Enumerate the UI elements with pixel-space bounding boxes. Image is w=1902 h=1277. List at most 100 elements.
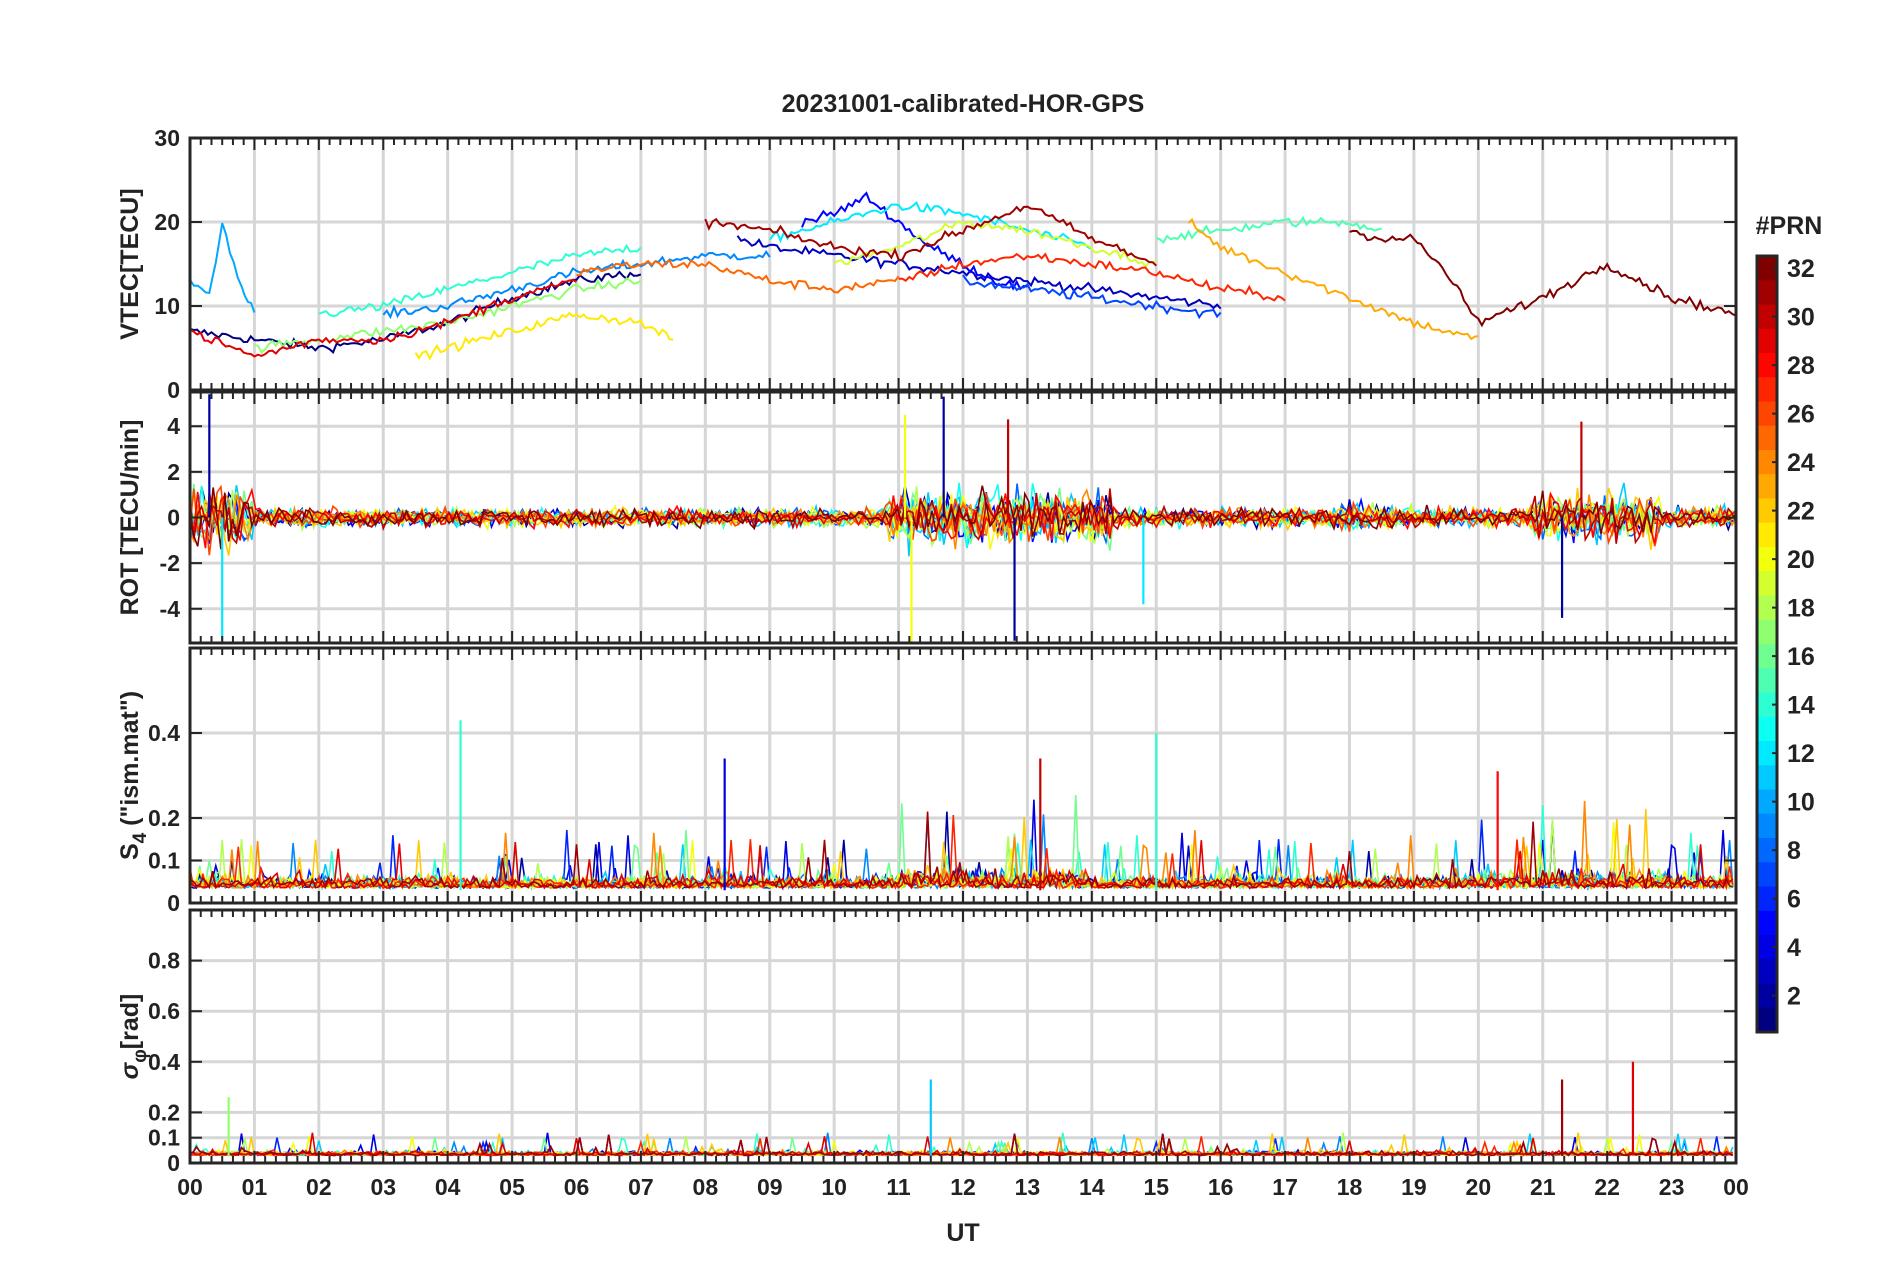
colorbar-segment bbox=[1757, 328, 1777, 354]
rot-line-prn-32 bbox=[190, 485, 1736, 550]
colorbar-tick-label: 10 bbox=[1787, 789, 1815, 817]
colorbar-segment bbox=[1757, 522, 1777, 548]
y-axis-label: VTEC[TECU] bbox=[116, 188, 144, 339]
y-tick-label: 0.4 bbox=[148, 720, 180, 746]
vtec-line-prn-5 bbox=[801, 191, 1028, 291]
colorbar-segment bbox=[1757, 910, 1777, 936]
colorbar-tick-label: 30 bbox=[1787, 304, 1815, 332]
colorbar-label: #PRN bbox=[1756, 212, 1823, 240]
vtec-line-prn-9 bbox=[382, 250, 771, 320]
x-tick-label: 10 bbox=[821, 1174, 847, 1200]
y-axis-label: σφ[rad] bbox=[116, 994, 151, 1080]
x-tick-label: 19 bbox=[1401, 1174, 1427, 1200]
panel-rot: -4 -2 0 2 4 ROT [TECU/min] bbox=[116, 390, 1738, 645]
colorbar-tick-label: 14 bbox=[1787, 692, 1815, 720]
y-tick-label: -4 bbox=[160, 596, 181, 622]
colorbar-tick-label: 28 bbox=[1787, 352, 1815, 380]
x-tick-label: 02 bbox=[306, 1174, 332, 1200]
y-tick-label: 0 bbox=[167, 505, 180, 531]
x-tick-label: 05 bbox=[499, 1174, 525, 1200]
vtec-line-prn-29 bbox=[190, 278, 577, 358]
vtec-line-prn-31 bbox=[704, 205, 1157, 267]
x-tick-label: 00 bbox=[177, 1174, 203, 1200]
colorbar-segment bbox=[1757, 959, 1777, 985]
vtec-line-prn-14 bbox=[318, 243, 642, 318]
vtec-line-prn-19 bbox=[833, 220, 1157, 269]
y-label-symbol: S bbox=[116, 843, 144, 860]
x-tick-label: 03 bbox=[370, 1174, 396, 1200]
y-label-symbol: σ bbox=[116, 1061, 144, 1079]
y-tick-label: 10 bbox=[154, 293, 180, 319]
x-tick-label: 07 bbox=[628, 1174, 654, 1200]
colorbar-segment bbox=[1757, 813, 1777, 839]
x-ticks bbox=[189, 138, 1737, 390]
y-tick-label: 0 bbox=[167, 1150, 180, 1176]
x-ticks bbox=[189, 648, 1737, 903]
vtec-line-prn-7 bbox=[962, 274, 1222, 320]
colorbar-segment bbox=[1757, 377, 1777, 403]
x-tick-label: 15 bbox=[1143, 1174, 1169, 1200]
colorbar-tick-label: 8 bbox=[1787, 837, 1801, 865]
x-tick-label: 18 bbox=[1337, 1174, 1363, 1200]
colorbar-tick-label: 22 bbox=[1787, 498, 1815, 526]
x-ticks bbox=[189, 392, 1737, 643]
x-tick-label: 06 bbox=[564, 1174, 590, 1200]
colorbar-segment bbox=[1757, 935, 1777, 960]
y-tick-label: 0 bbox=[167, 890, 180, 916]
s4-line-prn-27 bbox=[190, 815, 1734, 891]
colorbar-tick-label: 16 bbox=[1787, 643, 1815, 671]
colorbar-segment bbox=[1757, 668, 1777, 694]
vtec-line-prn-15 bbox=[1155, 215, 1382, 244]
grid bbox=[190, 910, 1736, 1165]
colorbar-tick-label: 20 bbox=[1787, 546, 1815, 574]
vtec-line-prn-1 bbox=[190, 270, 642, 354]
y-tick-label: 0.2 bbox=[148, 805, 180, 831]
y-axis-label: ROT [TECU/min] bbox=[116, 420, 144, 616]
colorbar-segment bbox=[1757, 838, 1777, 863]
y-axis-label: S4 ("ism.mat") bbox=[116, 691, 151, 860]
x-ticks bbox=[189, 910, 1737, 1163]
y-tick-label: 0.6 bbox=[148, 998, 180, 1024]
colorbar-tick-label: 4 bbox=[1787, 934, 1801, 962]
vtec-line-prn-27 bbox=[898, 252, 1286, 302]
y-label-subscript: φ bbox=[130, 1049, 151, 1063]
colorbar-segment bbox=[1757, 789, 1777, 815]
colorbar-segment bbox=[1757, 862, 1777, 888]
colorbar-segment bbox=[1757, 692, 1777, 718]
y-label-rest: ("ism.mat") bbox=[116, 691, 144, 833]
y-tick-label: -2 bbox=[160, 550, 180, 576]
x-tick-label: 00 bbox=[1723, 1174, 1749, 1200]
grid bbox=[190, 648, 1736, 905]
vtec-line-prn-25 bbox=[576, 259, 900, 294]
x-tick-label: 09 bbox=[757, 1174, 783, 1200]
colorbar-segment bbox=[1757, 498, 1777, 524]
panel-s4: 0 0.1 0.2 0.4S4 ("ism.mat") bbox=[116, 646, 1738, 916]
vtec-line-prn-10 bbox=[190, 222, 256, 313]
colorbar-segment bbox=[1757, 765, 1777, 791]
y-tick-label: 0.1 bbox=[148, 1125, 180, 1151]
x-tick-label: 01 bbox=[242, 1174, 268, 1200]
x-tick-label: 20 bbox=[1466, 1174, 1492, 1200]
plot-area-s4 bbox=[190, 720, 1734, 891]
colorbar-segment bbox=[1757, 547, 1777, 572]
vtec-line-prn-32 bbox=[1349, 229, 1736, 328]
x-tick-label: 23 bbox=[1659, 1174, 1685, 1200]
colorbar-tick-label: 32 bbox=[1787, 255, 1815, 283]
vtec-line-prn-17 bbox=[254, 276, 642, 355]
colorbar-segment bbox=[1757, 619, 1777, 645]
colorbar-tick-label: 6 bbox=[1787, 886, 1801, 914]
y-tick-label: 0.1 bbox=[148, 848, 180, 874]
y-tick-label: 20 bbox=[154, 209, 180, 235]
y-tick-label: 0.2 bbox=[148, 1099, 180, 1125]
panel-vtec: 0 10 20 30 VTEC[TECU] bbox=[116, 125, 1738, 403]
x-tick-label: 11 bbox=[886, 1174, 911, 1200]
colorbar-segment bbox=[1757, 425, 1777, 451]
x-tick-label: 22 bbox=[1594, 1174, 1620, 1200]
colorbar-tick-label: 24 bbox=[1787, 449, 1815, 477]
panel-sigma_phi: 00.10.2 0.4 0.6 0.8 σφ[rad] 00 01 02 03 04 05 06 07 0… bbox=[116, 908, 1749, 1200]
colorbar-segment bbox=[1757, 571, 1777, 597]
colorbar-segment bbox=[1757, 304, 1777, 330]
y-tick-label: 0.4 bbox=[148, 1049, 180, 1075]
x-tick-label: 04 bbox=[435, 1174, 461, 1200]
